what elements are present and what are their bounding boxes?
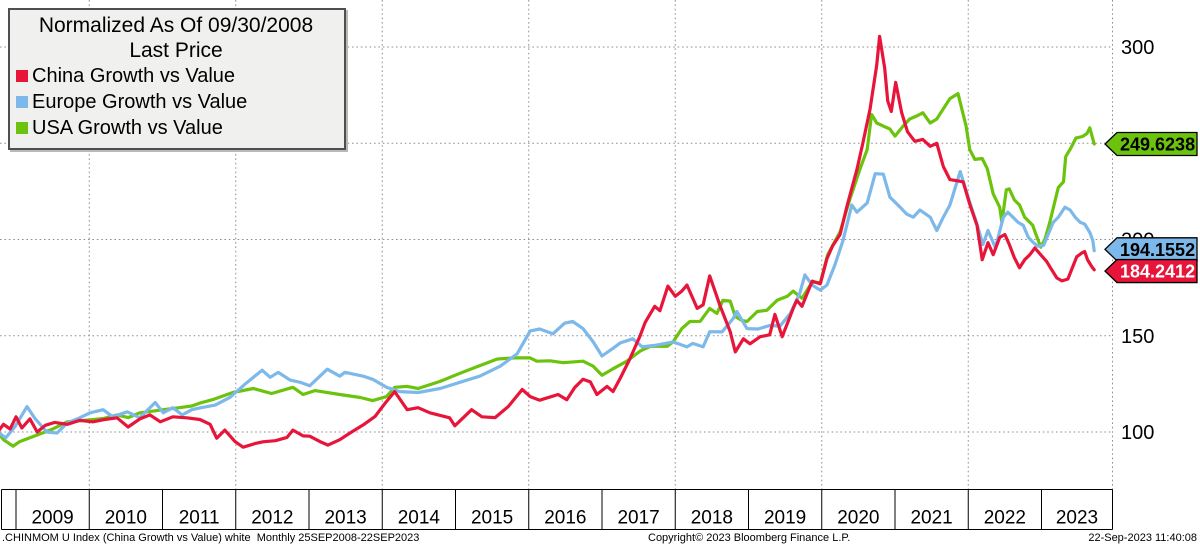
timestamp-text: 22-Sep-2023 11:40:08 bbox=[1088, 532, 1197, 544]
y-axis-tick-label: 150 bbox=[1121, 326, 1154, 348]
x-axis-year-band: 2009 2010 2011 2012 2013 2014 2015 2016 2017 2018… bbox=[1, 489, 1113, 530]
legend-item-label: China Growth vs Value bbox=[32, 65, 236, 87]
legend-subtitle: Last Price bbox=[129, 39, 223, 62]
x-axis-year-label: 2020 bbox=[837, 508, 879, 529]
x-axis-year-label: 2012 bbox=[251, 508, 293, 529]
x-axis-year-label: 2021 bbox=[910, 508, 952, 529]
legend-item-label: Europe Growth vs Value bbox=[32, 91, 248, 113]
x-axis-year-label: 2011 bbox=[179, 508, 220, 529]
x-axis-year-label: 2018 bbox=[691, 508, 733, 529]
price-badge-value: 194.1552 bbox=[1120, 240, 1195, 260]
legend-box: Normalized As Of 09/30/2008 Last Price C… bbox=[8, 8, 346, 150]
x-axis-year-label: 2016 bbox=[544, 508, 586, 529]
x-axis-year-label: 2023 bbox=[1056, 508, 1098, 529]
x-axis-year-label: 2009 bbox=[31, 508, 73, 529]
china-series-swatch-icon bbox=[16, 70, 28, 82]
y-axis-tick-label: 300 bbox=[1121, 37, 1154, 59]
security-description-text: .CHINMOM U Index (China Growth vs Value)… bbox=[2, 532, 420, 544]
legend-item-usa: USA Growth vs Value bbox=[16, 115, 336, 141]
x-axis-year-label: 2017 bbox=[617, 508, 659, 529]
y-axis-tick-label: 100 bbox=[1121, 422, 1154, 444]
x-axis-year-label: 2015 bbox=[471, 508, 513, 529]
series-line-china bbox=[0, 34, 1096, 449]
price-badge-value: 184.2412 bbox=[1120, 262, 1195, 282]
legend-title: Normalized As Of 09/30/2008 bbox=[38, 14, 314, 37]
x-axis-year-label: 2022 bbox=[984, 508, 1026, 529]
x-axis-year-label: 2013 bbox=[324, 508, 366, 529]
price-badge bbox=[1104, 131, 1198, 157]
series-line-europe bbox=[0, 169, 1096, 440]
usa-series-swatch-icon bbox=[16, 122, 28, 134]
x-axis-year-label: 2010 bbox=[105, 508, 147, 529]
price-badge bbox=[1104, 237, 1198, 262]
legend-item-china: China Growth vs Value bbox=[16, 63, 336, 89]
legend-item-europe: Europe Growth vs Value bbox=[16, 89, 336, 115]
x-axis-year-label: 2014 bbox=[398, 508, 441, 529]
x-axis-year-label: 2019 bbox=[764, 508, 806, 529]
price-badge bbox=[1104, 258, 1198, 284]
price-badge-value: 249.6238 bbox=[1120, 134, 1195, 154]
legend-item-label: USA Growth vs Value bbox=[32, 117, 223, 139]
europe-series-swatch-icon bbox=[16, 96, 28, 108]
copyright-text: Copyright© 2023 Bloomberg Finance L.P. bbox=[648, 532, 851, 544]
